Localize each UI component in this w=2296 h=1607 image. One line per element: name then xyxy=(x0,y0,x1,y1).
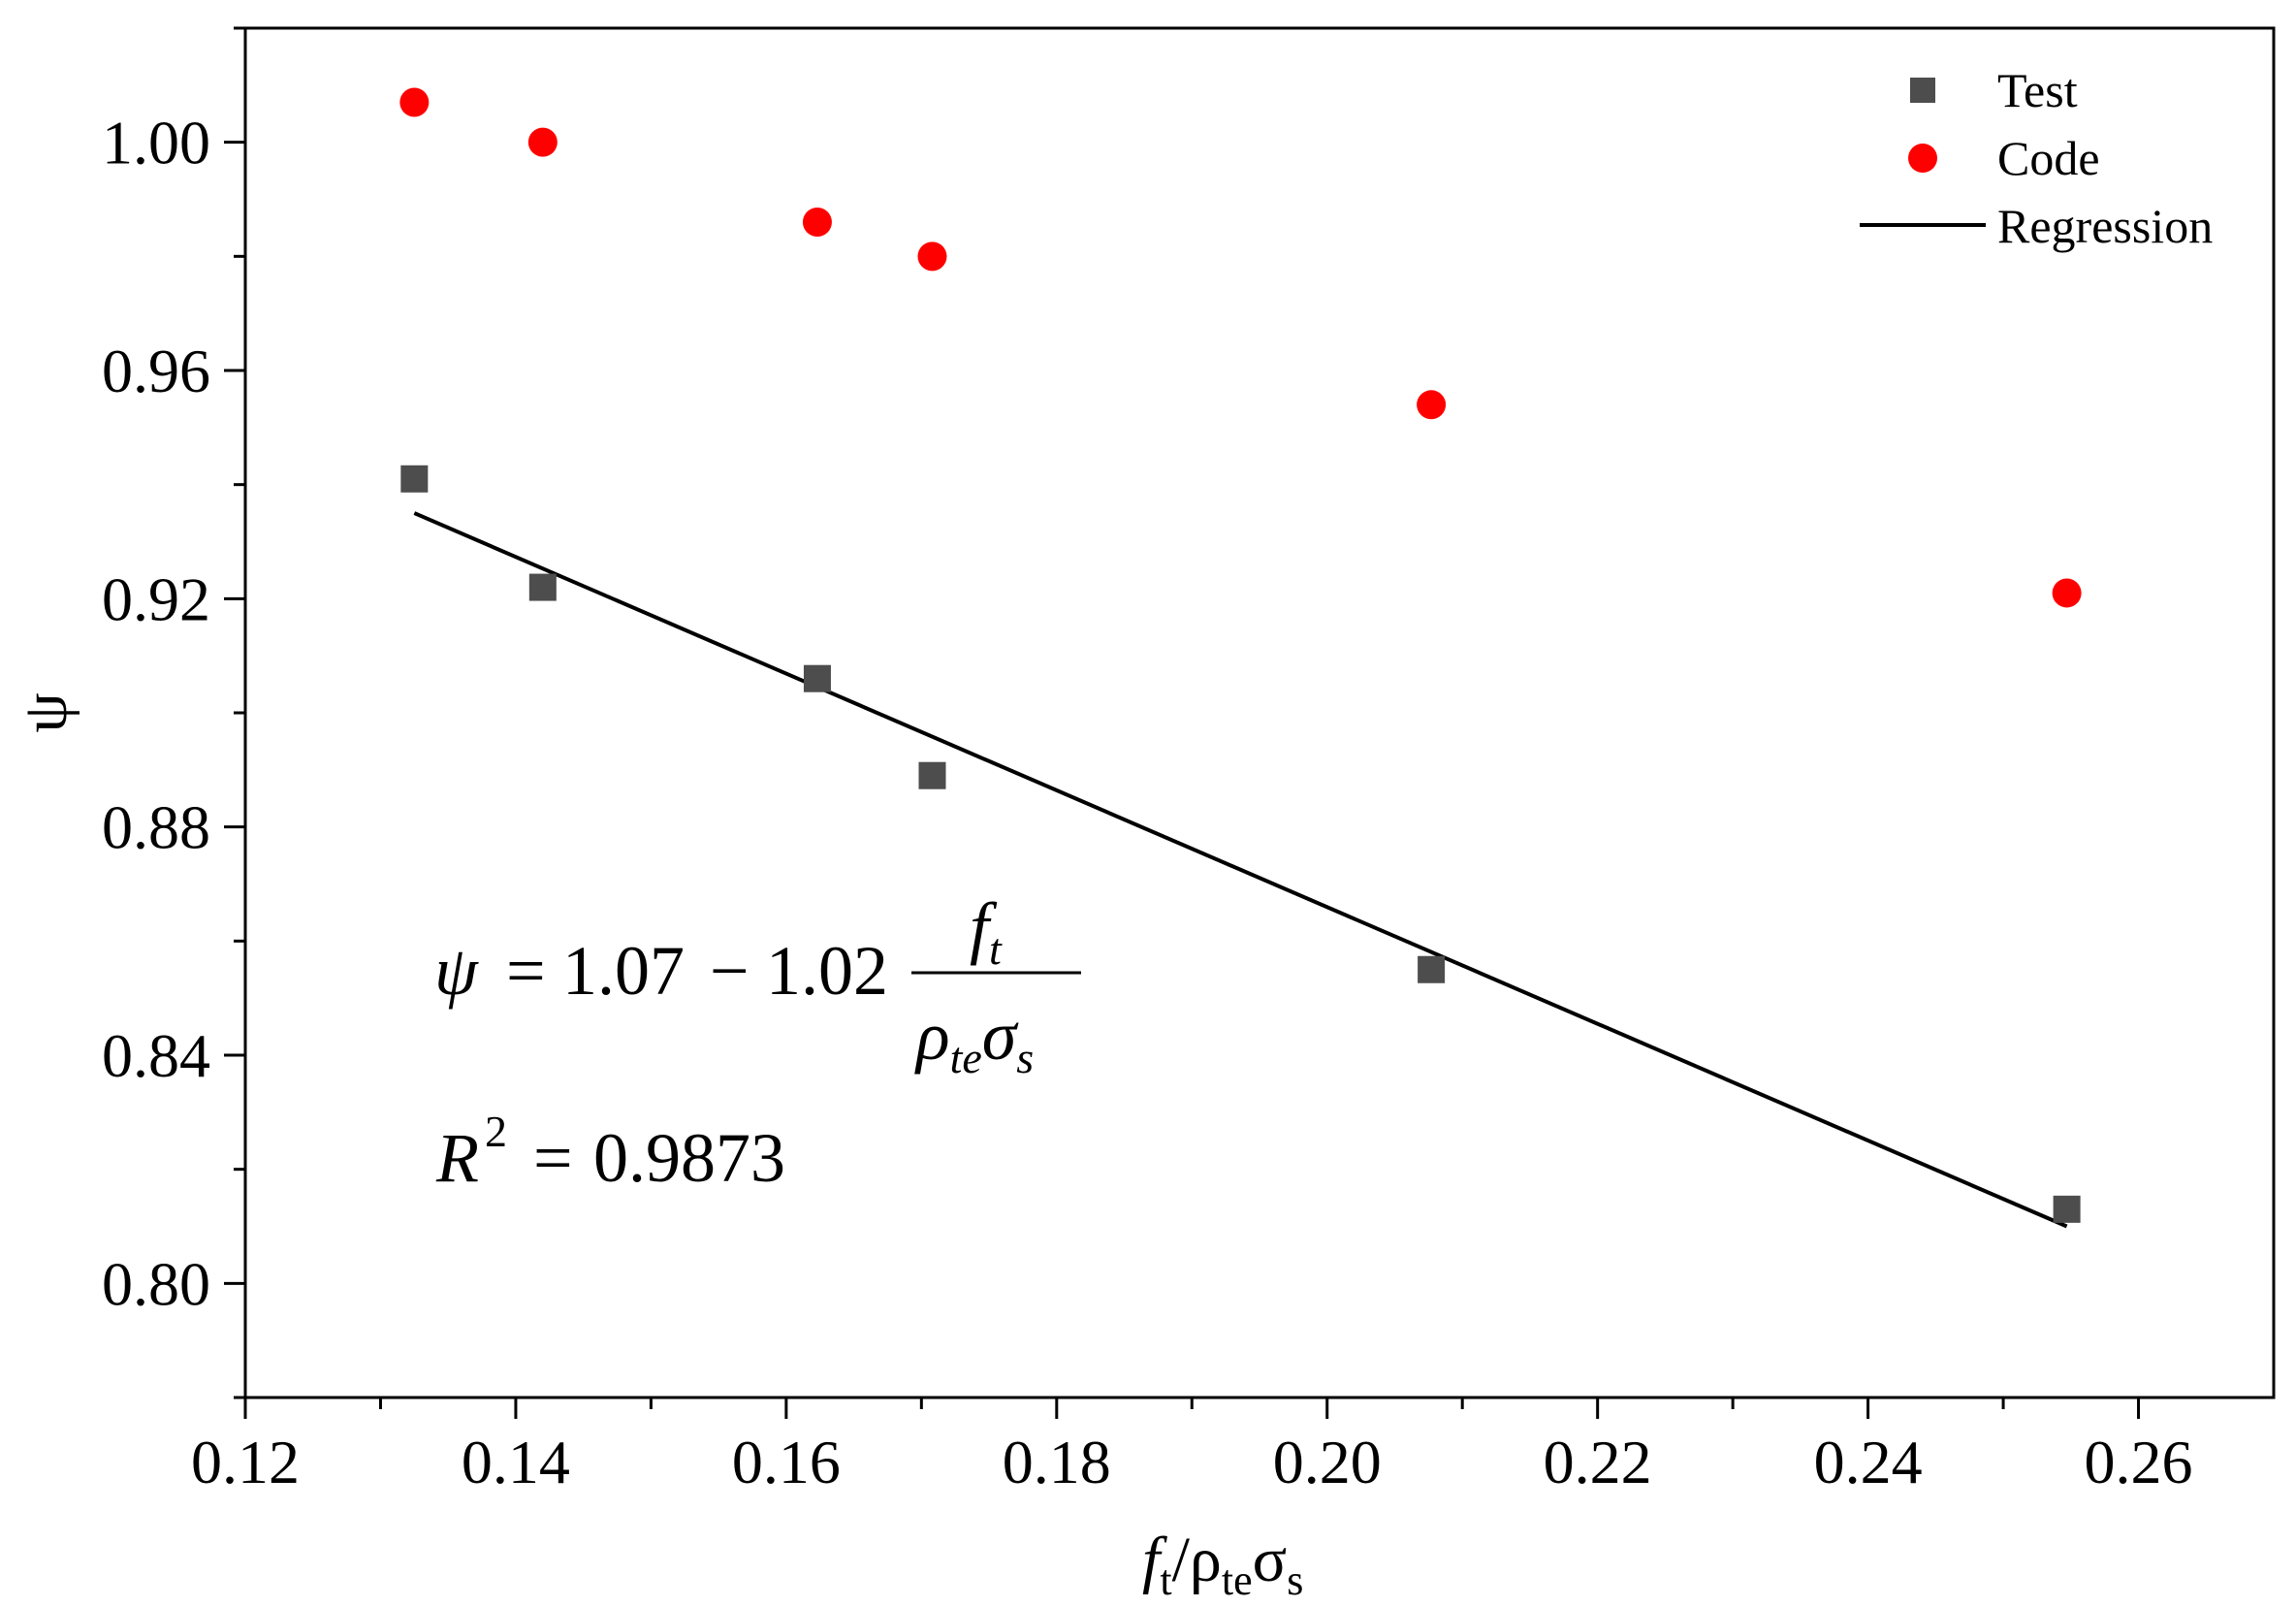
equation-minus: − xyxy=(710,932,749,1010)
y-axis-title: ψ xyxy=(10,692,80,732)
r-squared-equals: = xyxy=(533,1119,573,1197)
test-data-point xyxy=(918,761,946,789)
y-tick-label: 0.92 xyxy=(102,564,210,633)
r-squared-superscript: 2 xyxy=(485,1107,507,1156)
y-tick-label: 0.80 xyxy=(102,1249,210,1318)
code-data-point xyxy=(399,87,430,117)
equation-lhs: ψ xyxy=(434,932,479,1010)
equation-denominator: ρteσs xyxy=(914,997,1034,1082)
y-axis-ticks xyxy=(224,26,245,1399)
x-tick-label: 0.14 xyxy=(462,1428,570,1496)
y-axis-tick-labels: 0.80 0.84 0.88 0.92 0.96 1.00 xyxy=(102,109,210,1319)
x-tick-label: 0.24 xyxy=(1814,1428,1923,1496)
regression-line xyxy=(413,511,2068,1229)
legend: Test Code Regression xyxy=(1860,63,2213,253)
x-tick-label: 0.16 xyxy=(732,1428,841,1496)
series-regression xyxy=(413,511,2068,1229)
series-code xyxy=(399,87,2082,608)
test-data-point xyxy=(528,573,557,601)
equation-numerator: ft xyxy=(970,888,1003,974)
x-axis-tick-labels: 0.12 0.14 0.16 0.18 0.20 0.22 0.24 0.26 xyxy=(191,1428,2193,1496)
x-tick-label: 0.22 xyxy=(1544,1428,1652,1496)
x-tick-label: 0.12 xyxy=(191,1428,300,1496)
data-series xyxy=(399,87,2082,1229)
equation-constant: 1.07 xyxy=(562,932,685,1010)
test-data-point xyxy=(2053,1195,2081,1223)
x-tick-label: 0.18 xyxy=(1003,1428,1111,1496)
equation-equals: = xyxy=(506,932,546,1010)
code-data-point xyxy=(1417,390,1447,420)
y-tick-label: 0.84 xyxy=(102,1021,210,1090)
series-test xyxy=(400,465,2081,1223)
x-axis-title: ft/ρteσs xyxy=(1142,1525,1303,1604)
test-data-point xyxy=(803,664,831,692)
y-tick-label: 1.00 xyxy=(102,109,210,177)
legend-code-marker xyxy=(1908,144,1937,173)
y-tick-label: 0.96 xyxy=(102,337,210,405)
legend-regression-label: Regression xyxy=(1997,199,2213,253)
y-tick-label: 0.88 xyxy=(102,793,210,862)
equation-coefficient: 1.02 xyxy=(766,932,888,1010)
code-data-point xyxy=(802,208,832,238)
r-squared-value: 0.9873 xyxy=(593,1119,785,1197)
r-squared-annotation: R 2 = 0.9873 xyxy=(435,1107,785,1197)
x-tick-label: 0.26 xyxy=(2085,1428,2193,1496)
code-data-point xyxy=(917,241,947,272)
legend-code-label: Code xyxy=(1997,131,2100,185)
x-tick-label: 0.20 xyxy=(1273,1428,1382,1496)
test-data-point xyxy=(400,465,429,493)
r-squared-symbol: R xyxy=(435,1119,479,1197)
code-data-point xyxy=(527,127,558,157)
test-data-point xyxy=(1418,955,1446,983)
x-axis-ticks xyxy=(243,1398,2141,1419)
legend-test-label: Test xyxy=(1997,63,2078,117)
code-data-point xyxy=(2052,578,2082,608)
regression-equation: ψ = 1.07 − 1.02 ft ρteσs xyxy=(434,888,1081,1082)
legend-test-marker xyxy=(1910,78,1935,103)
